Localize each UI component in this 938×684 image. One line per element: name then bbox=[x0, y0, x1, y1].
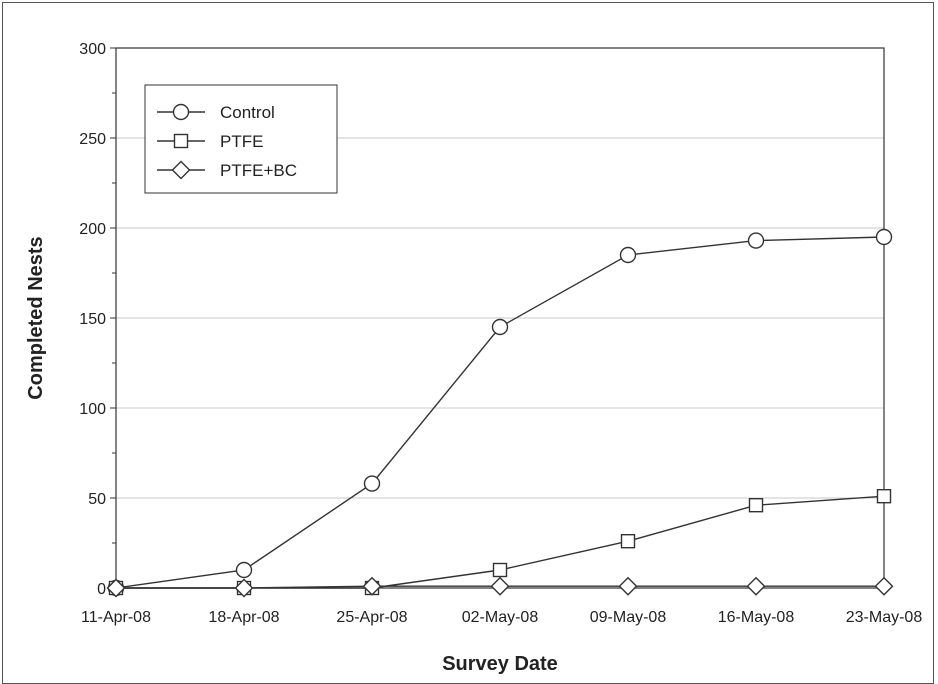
y-tick-label: 300 bbox=[79, 41, 106, 58]
data-point-ptfe-bc bbox=[746, 576, 766, 596]
legend-item-ptfe-bc: PTFE+BC bbox=[157, 160, 297, 180]
data-point-control bbox=[619, 246, 637, 264]
legend-item-control: Control bbox=[157, 103, 275, 122]
data-point-control bbox=[491, 318, 509, 336]
data-point-ptfe-bc bbox=[234, 578, 254, 598]
data-point-control bbox=[235, 561, 253, 579]
data-point-ptfe bbox=[492, 562, 508, 578]
x-axis-title: Survey Date bbox=[442, 653, 558, 675]
series-line-control bbox=[115, 236, 885, 589]
series-group bbox=[106, 228, 894, 598]
x-tick-label: 02-May-08 bbox=[462, 609, 539, 626]
data-point-ptfe-bc bbox=[874, 576, 894, 596]
y-tick-label: 0 bbox=[97, 581, 106, 598]
y-tick-label: 250 bbox=[79, 131, 106, 148]
x-tick-label: 09-May-08 bbox=[590, 609, 667, 626]
x-tick-label: 11-Apr-08 bbox=[81, 609, 151, 626]
data-point-ptfe bbox=[876, 489, 892, 504]
legend-square-icon bbox=[173, 133, 189, 149]
y-tick-label: 50 bbox=[88, 491, 106, 508]
legend-diamond-icon bbox=[171, 160, 191, 180]
x-tick-label: 16-May-08 bbox=[718, 609, 795, 626]
x-tick-label: 18-Apr-08 bbox=[208, 609, 279, 626]
legend-label: PTFE bbox=[220, 132, 263, 151]
data-point-ptfe-bc bbox=[362, 576, 382, 596]
legend-label: PTFE+BC bbox=[220, 161, 297, 180]
legend: Control PTFE PTFE+BC bbox=[144, 84, 338, 194]
y-tick-label: 150 bbox=[79, 311, 106, 328]
y-axis-title: Completed Nests bbox=[25, 236, 47, 399]
legend-item-ptfe: PTFE bbox=[157, 132, 263, 151]
data-point-ptfe-bc bbox=[106, 578, 126, 598]
y-tick-label: 200 bbox=[79, 221, 106, 238]
data-point-ptfe bbox=[748, 498, 764, 513]
y-tick-label: 100 bbox=[79, 401, 106, 418]
data-point-ptfe bbox=[620, 534, 636, 549]
data-point-ptfe-bc bbox=[490, 576, 510, 596]
data-point-control bbox=[747, 232, 765, 249]
x-axis: 11-Apr-08 18-Apr-08 25-Apr-08 02-May-08 09-M… bbox=[81, 588, 922, 626]
series-ptfe-bc bbox=[106, 576, 894, 598]
legend-circle-icon bbox=[172, 103, 190, 121]
x-tick-label: 23-May-08 bbox=[846, 609, 923, 626]
legend-label: Control bbox=[220, 103, 275, 122]
data-point-control bbox=[363, 475, 381, 492]
series-control bbox=[107, 228, 893, 597]
data-point-control bbox=[875, 228, 893, 246]
y-axis: 0 50 100 150 200 250 300 bbox=[79, 41, 116, 598]
x-tick-label: 25-Apr-08 bbox=[336, 609, 407, 626]
data-point-ptfe-bc bbox=[618, 576, 638, 596]
